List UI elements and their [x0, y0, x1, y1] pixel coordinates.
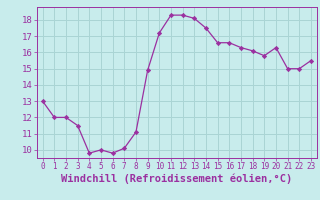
X-axis label: Windchill (Refroidissement éolien,°C): Windchill (Refroidissement éolien,°C): [61, 174, 292, 184]
